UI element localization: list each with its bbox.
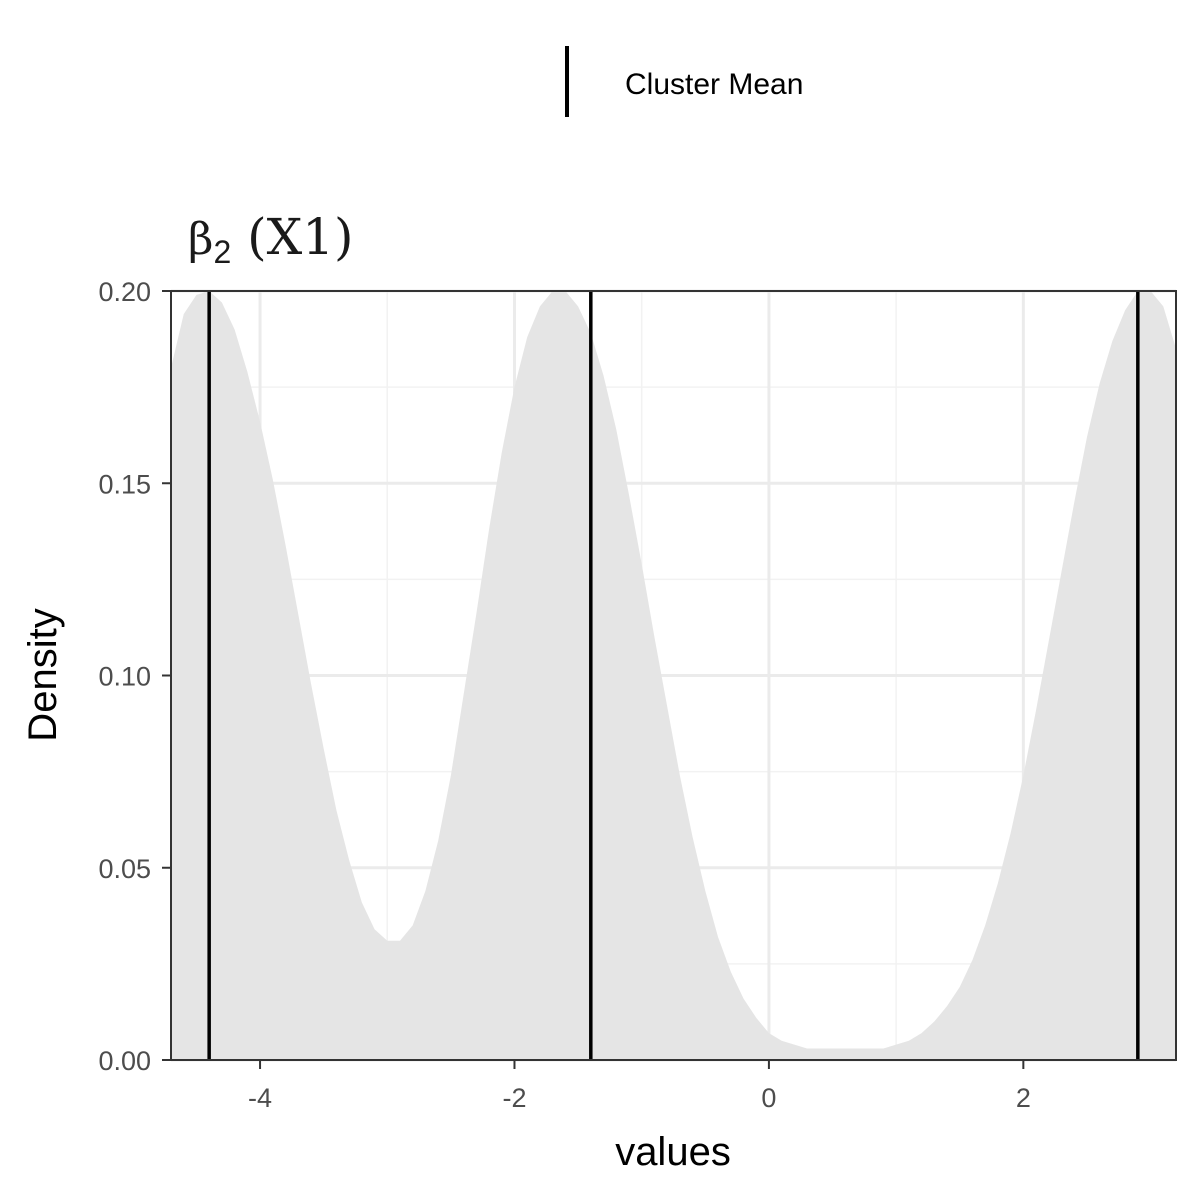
y-tick-label: 0.05 [98, 854, 151, 884]
chart-title: β2 (X1) [188, 208, 354, 270]
chart-title-suffix: (X1) [231, 208, 353, 266]
plot-panel [170, 289, 1177, 1062]
x-axis: -4 -2 0 2 [248, 1060, 1031, 1113]
legend-label-cluster-mean: Cluster Mean [625, 68, 803, 101]
x-tick-label: -4 [248, 1083, 272, 1113]
y-axis: 0.00 0.05 0.10 0.15 0.20 [98, 277, 171, 1076]
legend: Cluster Mean [565, 46, 803, 117]
x-tick-label: -2 [502, 1083, 526, 1113]
cluster-mean-lines [207, 291, 1140, 1060]
y-axis-title: Density [21, 608, 65, 741]
y-tick-label: 0.10 [98, 662, 151, 692]
x-axis-title: values [615, 1130, 731, 1174]
density-area [171, 291, 1176, 1060]
x-tick-label: 0 [761, 1083, 776, 1113]
chart-title-subscript: 2 [213, 234, 231, 270]
y-tick-label: 0.15 [98, 469, 151, 499]
y-tick-label: 0.20 [98, 277, 151, 307]
y-tick-label: 0.00 [98, 1046, 151, 1076]
chart-title-symbol: β [188, 214, 213, 265]
x-tick-label: 2 [1016, 1083, 1031, 1113]
